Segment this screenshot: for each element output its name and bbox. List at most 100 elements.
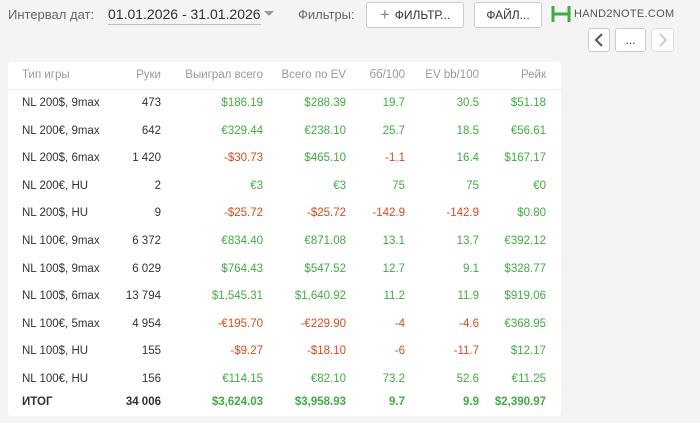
table-cell: €114.15 [222,373,263,385]
table-cell: бб/100 [369,69,405,81]
table-cell: NL 100€, HU [22,373,89,385]
table-cell: €0 [533,179,546,192]
table-cell: $288.39 [304,97,346,109]
table-cell: 155 [141,345,161,358]
table-cell: €3 [333,179,346,192]
table-cell: EV bb/100 [425,69,479,81]
table-cell: $3,958.93 [294,396,346,408]
table-cell: -142.9 [446,207,479,220]
date-label: Интервал дат: [8,7,95,22]
table-cell: NL 100€, 5max [22,317,100,330]
table-cell: -$30.73 [223,152,263,165]
date-range[interactable]: 01.01.2026 - 31.01.2026 [108,6,261,25]
table-cell: -$18.10 [306,345,346,358]
table-cell: $167.17 [504,152,546,165]
table-cell: $51.18 [510,97,546,109]
table-cell: €368.95 [504,317,546,330]
table-cell: 34 006 [125,396,161,408]
table-cell: -11.7 [453,345,479,358]
filter-button[interactable]: + ФИЛЬТР... [366,2,464,28]
table-cell: Всего по EV [281,69,346,81]
table-cell: NL 100$, 9max [22,262,100,275]
table-cell: NL 200$, 9max [22,97,100,109]
table-cell: 9.9 [463,396,479,408]
table-cell: NL 100€, 9max [22,235,100,247]
table-cell: 156 [141,373,161,385]
table-cell: 16.4 [456,152,479,165]
table-cell: ИТОГ [22,396,53,408]
table-cell: $919.06 [504,290,546,303]
more-button[interactable]: ... [615,28,646,52]
table-cell: $1,545.31 [211,290,263,303]
table-cell: €871.08 [304,235,346,247]
table-cell: 9 [154,207,161,220]
table-cell: $3,624.03 [211,396,263,408]
table-cell: NL 200€, HU [22,179,89,192]
table-cell: €82.10 [310,373,346,385]
table-cell: $328.77 [504,262,546,275]
table-cell: 642 [141,124,161,137]
table-cell: 9.7 [389,396,405,408]
table-cell: €238.10 [304,124,346,137]
table-cell: $1,640.92 [294,290,346,303]
table-cell: -$9.27 [230,345,263,358]
table-cell: Руки [136,69,161,81]
table-cell: 19.7 [382,97,405,109]
table-cell: -$25.72 [223,207,263,220]
dropdown-arrow[interactable] [263,10,275,18]
table-cell: 75 [392,179,405,192]
table-cell: 1 420 [132,152,161,165]
file-button-text: ФАЙЛ... [486,8,530,22]
table-cell: NL 200$, HU [22,207,89,220]
logo-text: HAND2NOTE.COM [574,8,675,20]
table-cell: NL 200€, 9max [22,124,100,137]
table-cell: Тип игры [22,69,70,81]
table-cell: 73.2 [382,373,405,385]
table-cell: 30.5 [456,97,479,109]
table-cell: -6 [394,345,405,358]
table-cell: -4 [394,317,405,330]
logo-icon [551,6,571,22]
table-cell: NL 100$, 6max [22,290,100,303]
table-cell: 11.9 [457,290,479,303]
stats-table: Тип игры Руки Выиграл всего Всего по EV бб/1… [8,62,561,416]
table-cell: $186.19 [221,97,263,109]
table-cell: -142.9 [372,207,405,220]
table-cell: 13 794 [125,290,161,303]
table-cell: 52.6 [456,373,479,385]
table-cell: 75 [466,179,479,192]
table-cell: -1.1 [385,152,405,165]
row-separator [8,89,561,90]
table-cell: NL 100$, HU [22,345,89,358]
table-cell: 2 [154,179,161,192]
table-cell: 13.7 [456,235,479,247]
table-cell: 9.1 [463,262,479,275]
table-cell: €11.25 [511,373,546,385]
table-cell: 11.2 [383,290,405,303]
next-icon [658,33,667,47]
table-cell: €329.44 [221,124,263,137]
file-button[interactable]: ФАЙЛ... [474,2,542,28]
table-cell: 4 954 [132,317,161,330]
table-cell: 25.7 [382,124,405,137]
table-cell: Рейк [520,69,546,81]
table-cell: $12.17 [510,345,546,358]
table-cell: -€195.70 [217,317,263,330]
table-cell: $764.43 [221,262,263,275]
table-cell: €56.61 [510,124,546,137]
table-cell: 6 029 [132,262,161,275]
prev-icon [594,33,603,47]
table-cell: 12.7 [382,262,405,275]
table-cell: -4.6 [459,317,479,330]
prev-button[interactable] [588,28,610,52]
table-cell: €3 [250,179,263,192]
table-cell: 6 372 [132,235,161,247]
table-cell: NL 200$, 6max [22,152,100,165]
filter-button-text: ФИЛЬТР... [394,8,451,22]
table-cell: -$25.72 [306,207,346,220]
table-cell: $2,390.97 [494,396,546,408]
next-button[interactable] [651,28,674,52]
table-cell: 13.1 [382,235,405,247]
table-cell: 473 [141,97,161,109]
